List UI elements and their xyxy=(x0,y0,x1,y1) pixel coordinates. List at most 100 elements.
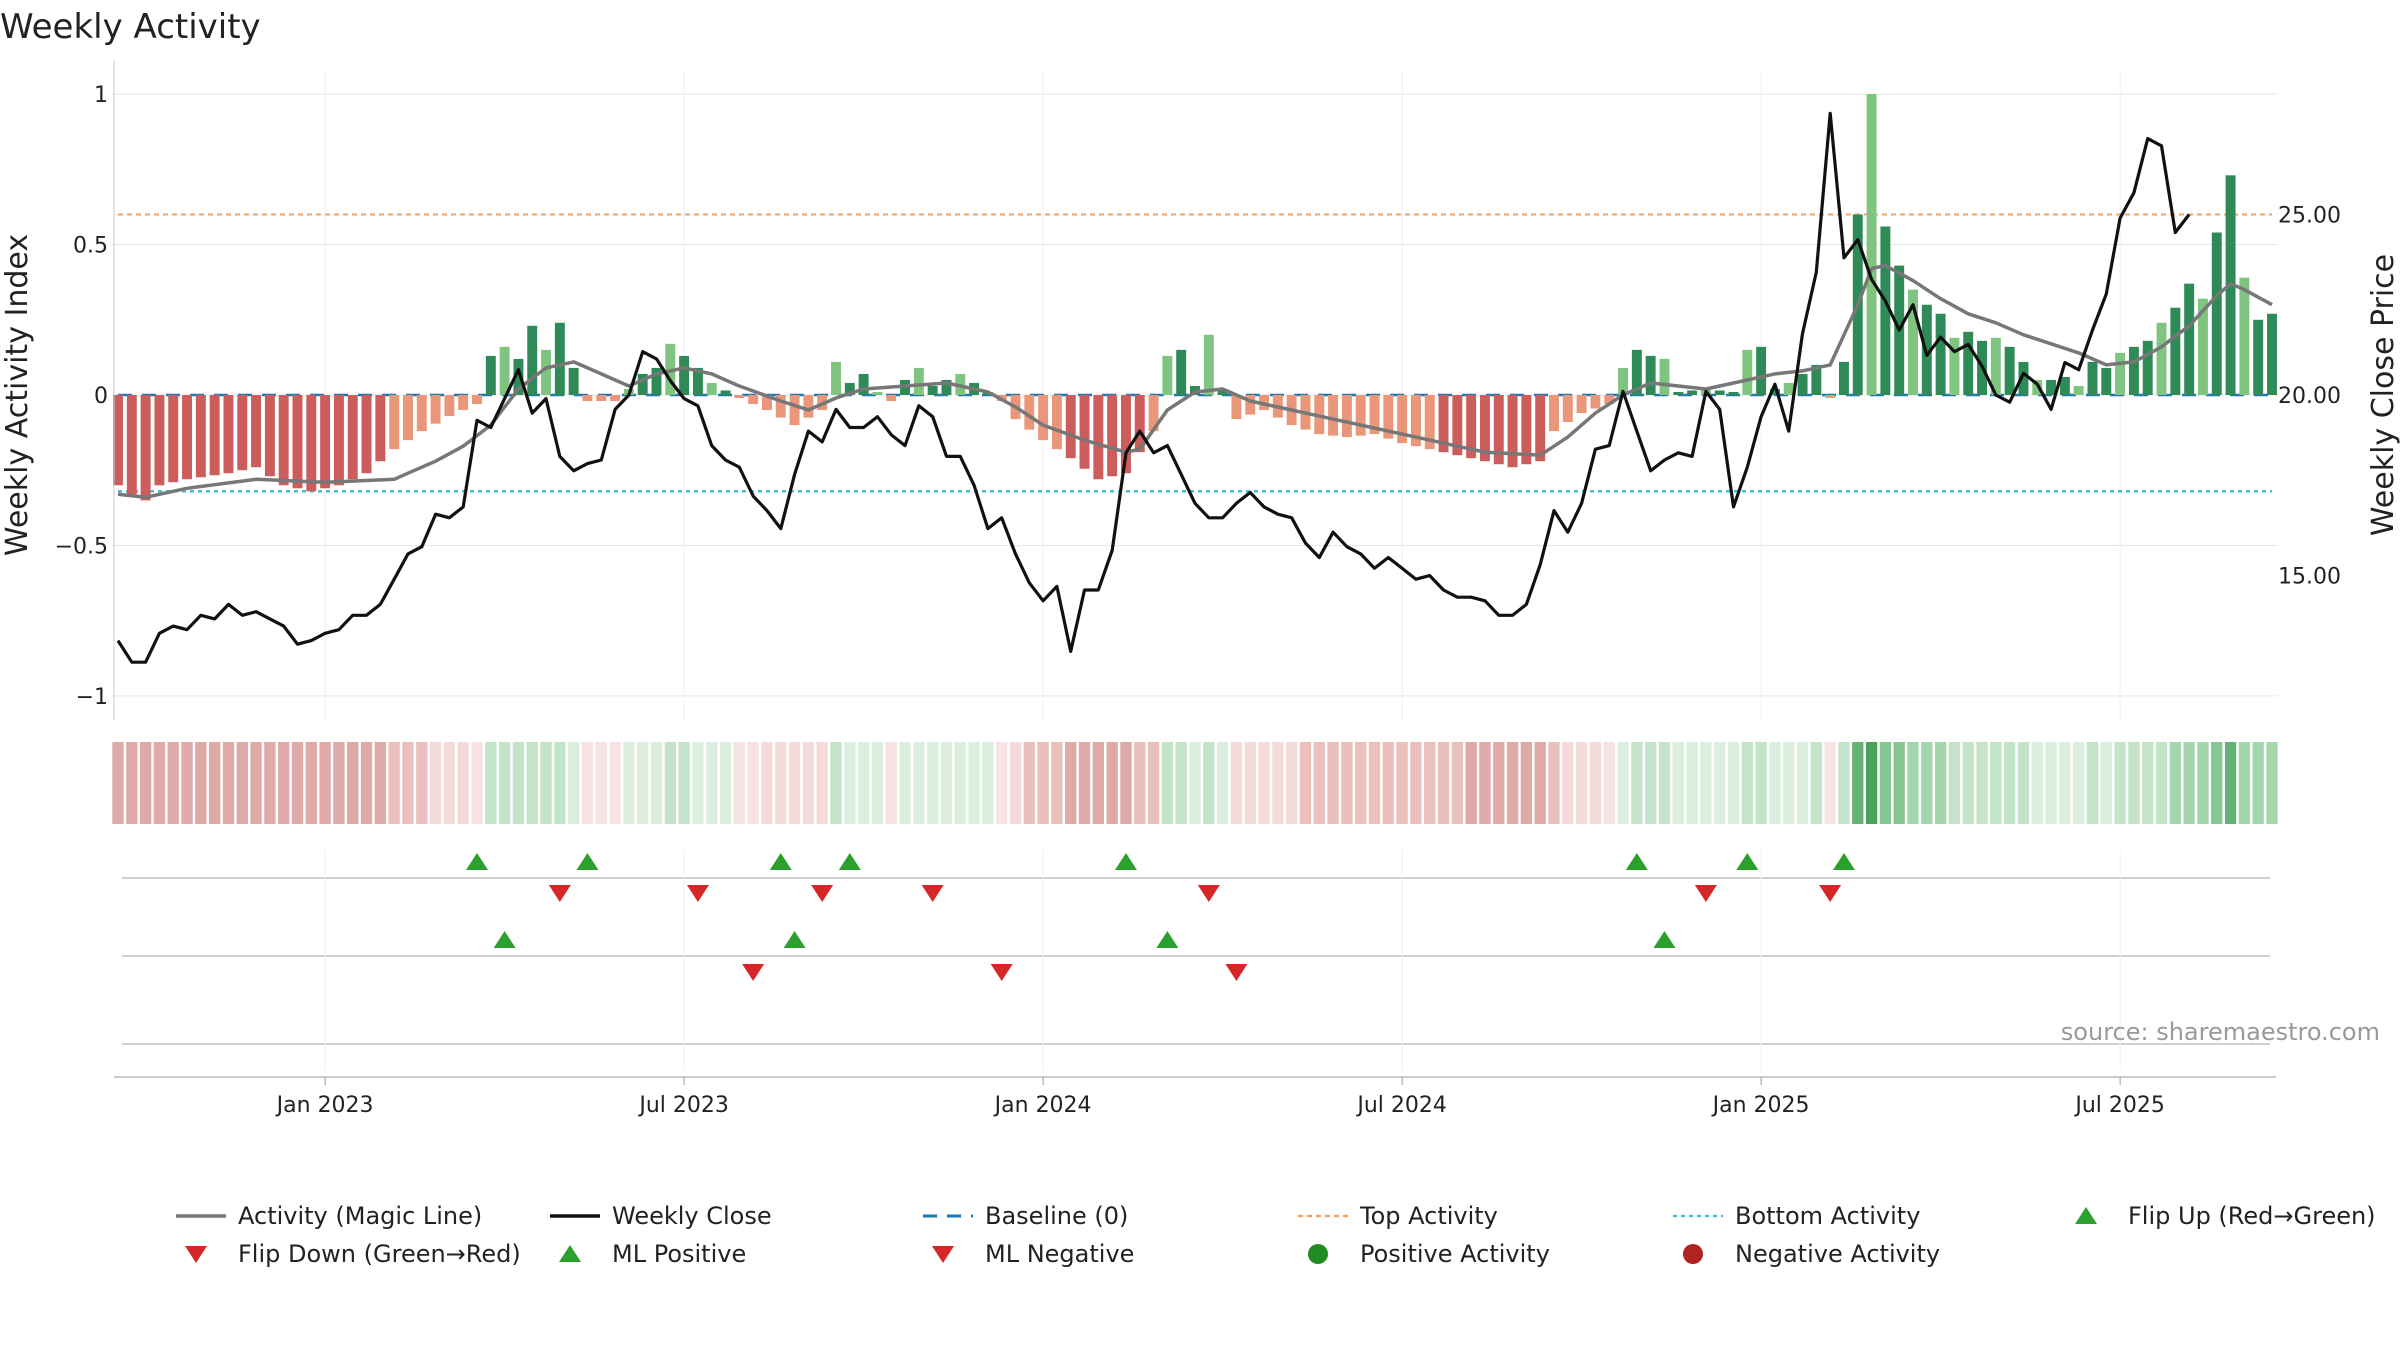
activity-bar xyxy=(706,382,717,395)
activity-bar xyxy=(306,395,317,492)
heat-strip-cell xyxy=(1051,742,1063,824)
chart-title: Weekly Activity xyxy=(0,7,261,47)
heat-strip-cell xyxy=(1741,742,1753,824)
activity-bar xyxy=(485,355,496,395)
activity-bar xyxy=(1935,313,1946,395)
activity-bar xyxy=(1673,391,1684,395)
heat-strip-cell xyxy=(913,742,925,824)
activity-bar xyxy=(2101,367,2112,395)
activity-bar xyxy=(1866,94,1877,396)
activity-bar xyxy=(2211,232,2222,395)
heat-strip-cell xyxy=(885,742,897,824)
activity-bar xyxy=(1714,390,1725,395)
heat-strip-cell xyxy=(471,742,483,824)
heat-strip-cell xyxy=(222,742,235,824)
activity-bar xyxy=(734,395,745,399)
activity-bar xyxy=(831,361,841,395)
heat-strip-cell xyxy=(719,742,732,824)
y-tick-label-left: −1 xyxy=(76,685,108,710)
activity-bar xyxy=(237,395,248,471)
activity-bar xyxy=(1576,395,1587,414)
heat-strip-cell xyxy=(1948,742,1961,824)
heat-strip-cell xyxy=(1907,742,1919,824)
heat-strip-cell xyxy=(2238,742,2251,824)
heat-strip-cell xyxy=(1175,742,1187,824)
heat-strip-cell xyxy=(2003,742,2016,824)
heat-strip-cell xyxy=(1534,742,1546,824)
ml-negative-marker xyxy=(742,964,765,981)
activity-bars xyxy=(113,94,2277,501)
heat-strip-cell xyxy=(1727,742,1740,824)
activity-bar xyxy=(2018,361,2029,395)
heat-strip-cell xyxy=(360,742,373,824)
activity-bar xyxy=(513,358,524,395)
heat-strip-cell xyxy=(1258,742,1270,824)
y-tick-label-left: 1 xyxy=(94,83,108,108)
heat-strip-cell xyxy=(1879,742,1892,824)
heat-strip-cell xyxy=(1658,742,1671,824)
heat-strip-cell xyxy=(1078,742,1091,824)
activity-bar xyxy=(2073,385,2084,395)
x-tick-label: Jul 2025 xyxy=(2073,1093,2165,1118)
activity-bar xyxy=(292,395,303,489)
activity-bar xyxy=(1438,395,1449,453)
activity-bar xyxy=(858,373,869,395)
heat-strip-cell xyxy=(1962,742,1974,824)
activity-bar xyxy=(2059,376,2070,395)
activity-bar xyxy=(748,395,759,405)
activity-bar xyxy=(1756,346,1767,395)
legend-label-baseline: Baseline (0) xyxy=(985,1202,1128,1230)
flip-up-marker xyxy=(1736,853,1759,870)
heat-strip-cell xyxy=(2169,742,2182,824)
heat-strip-cell xyxy=(1355,742,1367,824)
heat-strip-cell xyxy=(1479,742,1491,824)
activity-bar xyxy=(2239,277,2250,395)
activity-bar xyxy=(1452,395,1463,456)
heat-strip-cell xyxy=(526,742,538,824)
heat-strip-cell xyxy=(208,742,221,824)
ml-positive-marker xyxy=(1156,931,1179,948)
activity-bar xyxy=(637,373,648,395)
heat-strip-cell xyxy=(1990,742,2002,824)
ml-positive-marker xyxy=(783,931,806,948)
activity-bar xyxy=(2156,322,2167,395)
flip-down-marker xyxy=(921,885,944,902)
legend-label-flipup: Flip Up (Red→Green) xyxy=(2128,1202,2376,1230)
activity-bar xyxy=(1093,395,1104,480)
activity-bar xyxy=(2087,361,2098,395)
heat-strip-cell xyxy=(181,742,193,824)
activity-bar xyxy=(1618,367,1629,395)
activity-bar xyxy=(1245,395,1256,415)
activity-bar xyxy=(886,395,897,402)
series-lines xyxy=(116,111,2273,664)
legend-label-close: Weekly Close xyxy=(612,1202,772,1230)
flip-down-marker xyxy=(811,885,834,902)
heat-strip-cell xyxy=(1451,742,1464,824)
heat-strip-cell xyxy=(1244,742,1256,824)
activity-bar xyxy=(2253,319,2264,395)
heat-strip-cell xyxy=(2266,742,2278,824)
heat-strip-cell xyxy=(1216,742,1229,824)
heat-strip-cell xyxy=(1368,742,1381,824)
heat-strip-cell xyxy=(1672,742,1684,824)
activity-bar xyxy=(1328,395,1339,436)
reference-lines xyxy=(118,213,2272,493)
legend-swatch-positive-dot xyxy=(1308,1244,1328,1264)
activity-bar xyxy=(720,390,731,395)
activity-bar xyxy=(872,391,883,395)
heat-strip-cell xyxy=(485,742,497,824)
heat-strip-cell xyxy=(1327,742,1339,824)
activity-bar xyxy=(223,395,234,474)
activity-bar xyxy=(803,395,814,418)
heat-strip-cell xyxy=(1824,742,1836,824)
heat-strip-cell xyxy=(1976,742,1988,824)
heat-strip-cell xyxy=(2252,742,2264,824)
activity-bar xyxy=(1369,395,1380,435)
x-tick-label: Jan 2023 xyxy=(275,1093,374,1118)
activity-bar xyxy=(1659,358,1670,395)
heat-strip-cell xyxy=(112,742,124,824)
activity-bar xyxy=(389,395,400,450)
activity-bar xyxy=(1341,395,1352,438)
heat-strip-cell xyxy=(2211,742,2223,824)
heat-strip-cell xyxy=(498,742,511,824)
